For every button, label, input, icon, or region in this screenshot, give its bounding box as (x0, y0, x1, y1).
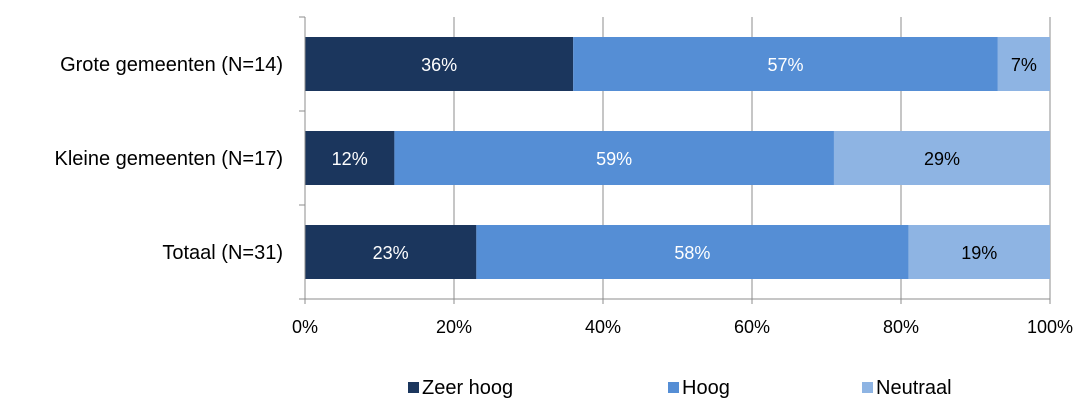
bar-segment (573, 37, 998, 91)
x-tick-label: 60% (734, 317, 770, 337)
category-label: Kleine gemeenten (N=17) (55, 148, 283, 170)
data-label: 12% (332, 149, 368, 169)
data-label: 58% (674, 243, 710, 263)
x-tick-label: 80% (883, 317, 919, 337)
data-label: 36% (421, 55, 457, 75)
bar-segment (305, 131, 395, 185)
legend: Zeer hoog Hoog Neutraal (408, 377, 952, 399)
bar-segment (305, 37, 574, 91)
bars (305, 37, 1050, 279)
data-label: 59% (596, 149, 632, 169)
legend-swatch (408, 382, 419, 393)
x-tick-label: 20% (436, 317, 472, 337)
data-label: 7% (1011, 55, 1037, 75)
axes (299, 16, 1051, 304)
bar-segment (476, 225, 909, 279)
data-label: 23% (373, 243, 409, 263)
bar-segment (908, 225, 1050, 279)
legend-swatch (862, 382, 873, 393)
data-label: 29% (924, 149, 960, 169)
data-label: 19% (961, 243, 997, 263)
bar-segment (305, 225, 477, 279)
legend-label: Neutraal (876, 377, 952, 399)
data-label: 57% (768, 55, 804, 75)
bar-segment (833, 131, 1050, 185)
legend-swatch (668, 382, 679, 393)
bar-segment (997, 37, 1050, 91)
category-label: Totaal (N=31) (162, 242, 283, 264)
legend-label: Zeer hoog (422, 377, 513, 399)
labels: 0% 20% 40% 60% 80% 100% Grote gemeenten (N=14)… (55, 54, 1074, 337)
x-tick-label: 0% (292, 317, 318, 337)
x-tick-label: 100% (1027, 317, 1073, 337)
x-tick-label: 40% (585, 317, 621, 337)
legend-label: Hoog (682, 377, 730, 399)
category-label: Grote gemeenten (N=14) (60, 54, 283, 76)
bar-segment (394, 131, 834, 185)
